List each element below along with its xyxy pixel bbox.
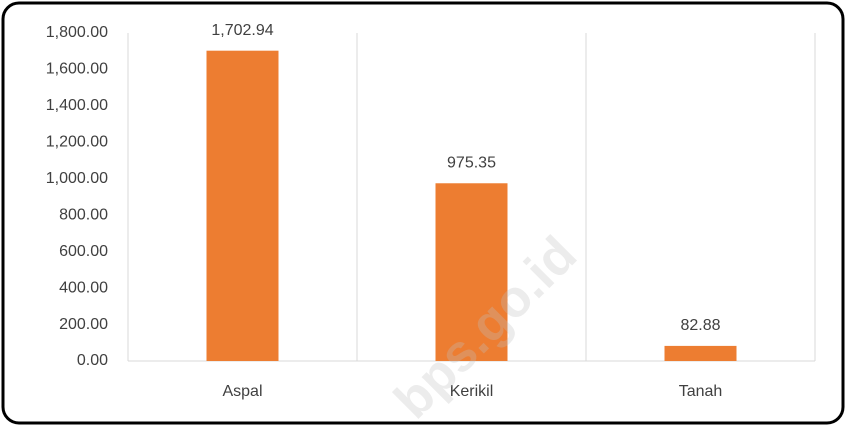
y-tick-label: 1,200.00: [46, 134, 108, 151]
y-tick-label: 1,000.00: [46, 170, 108, 187]
x-tick-label: Tanah: [679, 383, 723, 400]
bar: [206, 50, 279, 361]
y-tick-label: 0.00: [77, 352, 108, 369]
bar: [664, 345, 737, 361]
y-tick-label: 1,400.00: [46, 97, 108, 114]
y-tick-label: 200.00: [59, 316, 108, 333]
x-tick-label: Kerikil: [450, 383, 494, 400]
bar: [435, 183, 508, 361]
y-tick-label: 600.00: [59, 243, 108, 260]
y-tick-label: 800.00: [59, 206, 108, 223]
y-tick-label: 1,800.00: [46, 24, 108, 41]
data-label: 975.35: [447, 154, 496, 171]
data-label: 1,702.94: [211, 22, 273, 39]
data-label: 82.88: [680, 317, 720, 334]
y-tick-label: 1,600.00: [46, 61, 108, 78]
x-tick-label: Aspal: [222, 383, 262, 400]
y-tick-label: 400.00: [59, 279, 108, 296]
